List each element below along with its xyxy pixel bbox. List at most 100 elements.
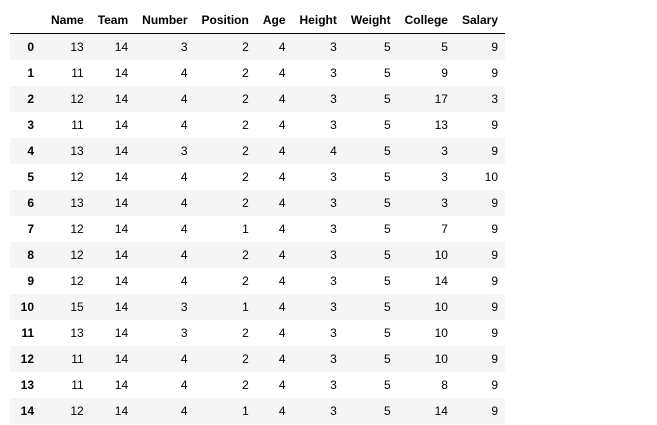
cell-position: 1 <box>242 300 249 314</box>
column-header-number: Number <box>135 7 195 34</box>
cell-name: 12 <box>70 222 84 236</box>
cell-team: 14 <box>114 144 129 158</box>
cell-height: 3 <box>330 378 337 392</box>
cell-age: 4 <box>278 274 286 288</box>
cell-team: 14 <box>114 378 129 392</box>
table-row: 6 13 14 4 2 4 3 5 3 9 <box>10 190 506 216</box>
row-index: 7 <box>27 222 34 236</box>
row-index: 13 <box>20 378 34 392</box>
cell-name: 12 <box>70 404 84 418</box>
cell-number: 4 <box>180 92 188 106</box>
index-header <box>10 7 44 34</box>
cell-height: 3 <box>330 222 337 236</box>
cell-position: 2 <box>242 66 249 80</box>
cell-position: 2 <box>242 248 249 262</box>
cell-number: 4 <box>180 222 188 236</box>
cell-weight: 5 <box>383 144 391 158</box>
cell-weight: 5 <box>383 92 391 106</box>
cell-team: 14 <box>114 352 129 366</box>
cell-college: 13 <box>434 118 448 132</box>
cell-number: 4 <box>180 66 188 80</box>
cell-position: 2 <box>242 144 249 158</box>
cell-height: 3 <box>330 352 337 366</box>
cell-weight: 5 <box>383 40 391 54</box>
cell-name: 11 <box>71 66 84 80</box>
cell-position: 2 <box>242 378 249 392</box>
cell-position: 2 <box>242 196 249 210</box>
table-row: 8 12 14 4 2 4 3 5 10 9 <box>10 242 506 268</box>
cell-college: 14 <box>434 274 448 288</box>
cell-name: 12 <box>70 274 84 288</box>
column-header-age: Age <box>255 7 293 34</box>
cell-number: 4 <box>180 170 188 184</box>
cell-height: 4 <box>330 144 337 158</box>
cell-weight: 5 <box>383 66 391 80</box>
cell-age: 4 <box>278 248 286 262</box>
cell-college: 3 <box>441 170 448 184</box>
row-index: 1 <box>27 66 34 80</box>
cell-salary: 9 <box>491 144 499 158</box>
cell-weight: 5 <box>383 118 391 132</box>
row-index: 11 <box>21 326 34 340</box>
table-row: 13 11 14 4 2 4 3 5 8 9 <box>10 372 506 398</box>
cell-college: 9 <box>441 66 448 80</box>
cell-weight: 5 <box>383 274 391 288</box>
cell-college: 5 <box>441 40 448 54</box>
cell-weight: 5 <box>383 222 391 236</box>
cell-salary: 9 <box>491 118 499 132</box>
table-body: 0 13 14 3 2 4 3 5 5 9 1 11 14 4 2 4 3 5 9 9 2 12 14 4 2 4 3 5 17 3 3 11… <box>10 33 506 424</box>
cell-position: 2 <box>242 352 249 366</box>
column-header-team: Team <box>90 7 136 34</box>
column-header-salary: Salary <box>454 7 506 34</box>
cell-height: 3 <box>330 196 337 210</box>
cell-college: 3 <box>441 144 448 158</box>
cell-college: 7 <box>441 222 448 236</box>
row-index: 10 <box>20 300 34 314</box>
cell-team: 14 <box>114 326 129 340</box>
cell-team: 14 <box>114 170 129 184</box>
cell-salary: 9 <box>491 326 499 340</box>
cell-name: 11 <box>71 378 84 392</box>
cell-weight: 5 <box>383 378 391 392</box>
cell-college: 10 <box>434 248 448 262</box>
cell-name: 15 <box>70 300 84 314</box>
dataframe-output: Name Team Number Position Age Height Wei… <box>10 7 506 424</box>
cell-team: 14 <box>114 40 129 54</box>
cell-team: 14 <box>114 196 129 210</box>
cell-age: 4 <box>278 170 286 184</box>
cell-height: 3 <box>330 274 337 288</box>
cell-salary: 9 <box>491 404 499 418</box>
cell-salary: 9 <box>491 196 499 210</box>
cell-age: 4 <box>278 66 286 80</box>
cell-number: 4 <box>180 196 188 210</box>
column-header-height: Height <box>292 7 344 34</box>
dataframe-table: Name Team Number Position Age Height Wei… <box>10 7 506 424</box>
cell-weight: 5 <box>383 170 391 184</box>
cell-number: 4 <box>180 274 188 288</box>
cell-team: 14 <box>114 274 129 288</box>
row-index: 8 <box>27 248 34 262</box>
cell-name: 11 <box>71 118 84 132</box>
cell-position: 2 <box>242 118 249 132</box>
column-header-name: Name <box>44 7 91 34</box>
table-row: 10 15 14 3 1 4 3 5 10 9 <box>10 294 506 320</box>
cell-weight: 5 <box>383 404 391 418</box>
row-index: 2 <box>27 92 34 106</box>
cell-height: 3 <box>330 66 337 80</box>
cell-name: 11 <box>71 352 84 366</box>
column-header-college: College <box>397 7 455 34</box>
table-row: 11 13 14 3 2 4 3 5 10 9 <box>10 320 506 346</box>
row-index: 6 <box>27 196 34 210</box>
cell-weight: 5 <box>383 352 391 366</box>
table-row: 7 12 14 4 1 4 3 5 7 9 <box>10 216 506 242</box>
table-row: 0 13 14 3 2 4 3 5 5 9 <box>10 33 506 60</box>
cell-salary: 9 <box>491 300 499 314</box>
cell-age: 4 <box>278 300 286 314</box>
cell-number: 3 <box>180 40 188 54</box>
cell-salary: 9 <box>491 378 499 392</box>
cell-age: 4 <box>278 326 286 340</box>
cell-college: 3 <box>441 196 448 210</box>
cell-salary: 10 <box>484 170 499 184</box>
cell-salary: 9 <box>491 274 499 288</box>
cell-height: 3 <box>330 40 337 54</box>
